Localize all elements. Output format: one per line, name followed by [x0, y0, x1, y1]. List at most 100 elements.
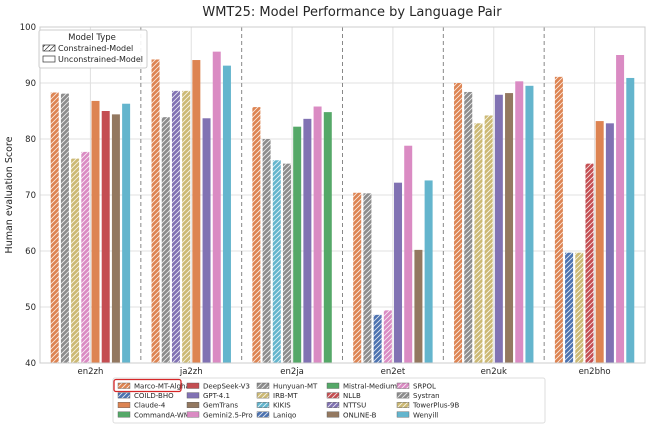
bar-en2uk-online-b [505, 93, 514, 363]
bar-en2ja-marco-mt-algharb [252, 107, 261, 363]
y-tick-label: 100 [20, 23, 36, 33]
x-tick-label: en2zh [77, 367, 103, 377]
bar-ja2zh-hunyuan-mt [161, 117, 170, 363]
legend-item-label: GemTrans [203, 402, 238, 410]
legend-item-label: Wenyill [413, 411, 438, 419]
legend-swatch [326, 411, 340, 418]
legend-item-label: Mistral-Medium [343, 383, 397, 391]
y-axis-label: Human evaluation Score [4, 136, 15, 253]
legend-item-label: TowerPlus-9B [412, 402, 460, 410]
legend-swatch [256, 392, 270, 399]
bar-en2et-online-b [414, 249, 423, 363]
plot-frame [39, 26, 646, 364]
bar-en2bho-nllb [585, 163, 594, 363]
legend-swatch [326, 402, 340, 408]
legend-item-label: COILD-BHO [134, 392, 174, 400]
x-tick-label: en2uk [481, 367, 507, 377]
legend-swatch [117, 382, 131, 389]
legend-swatch [396, 402, 410, 408]
bar-en2zh-online-b [111, 114, 120, 363]
bar-en2et-wenyill [424, 180, 433, 363]
x-tick-label: en2et [381, 367, 406, 377]
bar-en2zh-towerplus-9b [71, 158, 80, 363]
legend-swatch [256, 411, 270, 418]
legend-swatch [256, 402, 270, 408]
bar-en2ja-gpt-4-1 [303, 118, 312, 363]
chart-title: WMT25: Model Performance by Language Pai… [202, 5, 502, 20]
legend-swatch [186, 411, 200, 418]
bar-en2et-laniqo [373, 314, 382, 363]
bar-en2bho-coild-bho [565, 252, 574, 363]
legend-swatch [256, 382, 270, 389]
legend-item-label: KIKIS [273, 402, 291, 410]
legend-swatch [186, 402, 200, 408]
bar-ja2zh-claude-4 [192, 60, 201, 363]
x-tick-label: ja2zh [179, 367, 203, 377]
legend-swatch [396, 411, 410, 418]
y-tick-label: 50 [25, 303, 36, 313]
legend-swatch [326, 382, 340, 389]
legend-highlight-box [113, 378, 182, 393]
legend-item-label: ONLINE-B [343, 411, 377, 419]
legend-item-label: CommandA-WMT [134, 411, 195, 419]
bar-ja2zh-irb-mt [182, 90, 191, 363]
y-tick-label: 80 [25, 135, 36, 145]
legend-item-label: Laniqo [273, 411, 296, 419]
legend-swatch [117, 402, 131, 408]
bar-en2et-marco-mt-algharb [353, 192, 362, 363]
bar-en2bho-marco-mt-algharb [554, 76, 563, 363]
legend-swatch [186, 382, 200, 389]
bar-ja2zh-gpt-4-1 [202, 118, 211, 363]
unconstrained-swatch [42, 55, 56, 63]
bar-ja2zh-wenyill [222, 65, 231, 363]
bar-en2bho-towerplus-9b [575, 252, 584, 363]
type-legend-unconstrained: Unconstrained-Model [58, 55, 143, 64]
bar-en2uk-gemini2-5-pro [515, 81, 524, 363]
type-legend-title: Model Type [68, 33, 116, 43]
legend-item-label: Marco-MT-Algharb [134, 383, 198, 391]
bar-en2ja-systran [282, 163, 291, 363]
bar-en2et-gpt-4-1 [394, 182, 403, 363]
bar-en2et-gemini2-5-pro [404, 145, 413, 363]
legend-item-label: Systran [413, 392, 440, 400]
bar-en2ja-mistral-medium [323, 112, 332, 364]
bar-en2uk-marco-mt-algharb [454, 83, 463, 363]
bar-en2bho-claude-4 [595, 121, 604, 363]
type-legend: Model Type Constrained-Model Unconstrain… [38, 29, 148, 69]
x-tick-label: en2bho [579, 367, 611, 377]
constrained-swatch [42, 44, 56, 52]
bar-en2zh-wenyill [122, 103, 131, 363]
legend-item-label: Claude-4 [134, 402, 166, 410]
bar-en2bho-wenyill [626, 77, 635, 364]
legend-swatch [117, 411, 131, 418]
bar-en2uk-towerplus-9b [474, 123, 483, 363]
legend-item-label: NLLB [343, 392, 361, 400]
bar-ja2zh-nttsu [171, 90, 180, 363]
bar-en2ja-kikis [272, 160, 281, 363]
legend-swatch [117, 392, 131, 399]
legend-item-label: IRB-MT [273, 392, 298, 400]
y-tick-label: 90 [25, 79, 36, 89]
bar-en2ja-commanda-wmt [293, 126, 302, 364]
legend-item-label: Hunyuan-MT [273, 383, 318, 391]
y-tick-label: 60 [25, 247, 36, 257]
legend-item-label: SRPOL [413, 383, 436, 391]
legend-item-label: DeepSeek-V3 [203, 383, 250, 391]
bar-en2zh-systran [60, 93, 69, 363]
legend-swatch [396, 382, 410, 389]
y-tick-label: 40 [25, 359, 36, 369]
bar-en2zh-claude-4 [91, 100, 100, 364]
bar-en2uk-wenyill [525, 85, 534, 364]
bar-en2zh-deepseek-v3 [101, 111, 110, 363]
bar-en2uk-gpt-4-1 [494, 94, 503, 363]
bar-en2uk-irb-mt [484, 115, 493, 363]
bar-en2et-systran [363, 193, 372, 363]
legend-swatch [186, 392, 200, 399]
bar-en2ja-hunyuan-mt [262, 139, 271, 363]
legend-item-label: GPT-4.1 [203, 392, 230, 400]
x-tick-label: en2ja [280, 367, 304, 377]
legend-swatch [326, 392, 340, 399]
bar-en2bho-gemini2-5-pro [616, 55, 625, 363]
